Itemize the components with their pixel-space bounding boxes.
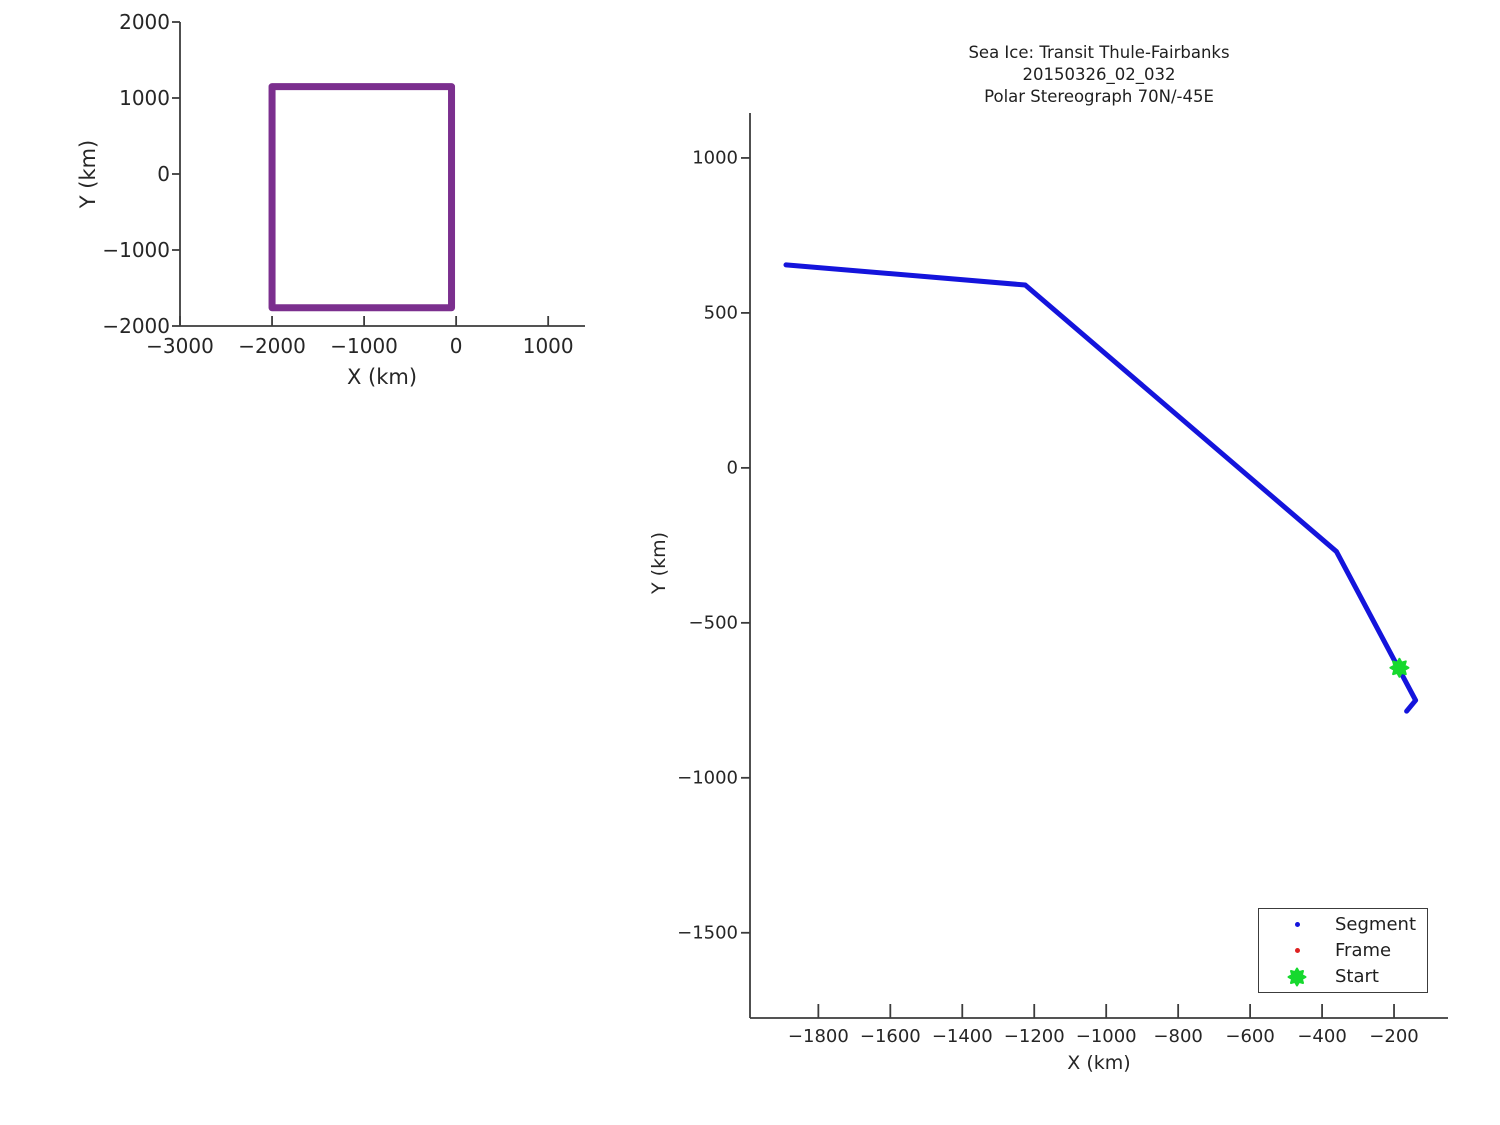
- transit-y-tick-label: 0: [726, 457, 738, 479]
- transit-x-tick-label: −1400: [931, 1026, 993, 1047]
- transit-x-tick-label: −1200: [1003, 1026, 1065, 1047]
- scene-boundary-path: [268, 83, 456, 312]
- overview-y-tick-label: −1000: [102, 238, 170, 262]
- chart-title: Sea Ice: Transit Thule-Fairbanks 2015032…: [968, 42, 1229, 108]
- legend-row-frame: Frame: [1259, 938, 1427, 964]
- transit-y-tick-label: 1000: [692, 147, 738, 169]
- transit-x-tick-label: −800: [1153, 1026, 1203, 1047]
- transit-x-tick-label: −600: [1225, 1026, 1275, 1047]
- legend: Segment Frame Start: [1258, 908, 1428, 993]
- overview-y-tick-label: 2000: [119, 10, 170, 34]
- legend-label-start: Start: [1335, 966, 1379, 987]
- overview-x-tick-label: 0: [449, 334, 463, 358]
- overview-x-tick-label: −3000: [146, 334, 214, 358]
- start-star-icon: [1287, 967, 1307, 986]
- overview-x-tick-label: −1000: [330, 334, 398, 358]
- overview-y-axis-label: Y (km): [76, 139, 100, 209]
- overview-y-tick-label: 1000: [119, 86, 170, 110]
- overview-y-tick-label: −2000: [102, 314, 170, 338]
- legend-row-segment: Segment: [1259, 912, 1427, 938]
- overview-x-tick-label: 1000: [522, 334, 574, 358]
- segment-dot-icon: [1294, 922, 1300, 927]
- transit-x-tick-label: −1000: [1075, 1026, 1137, 1047]
- transit-y-tick-label: −1000: [677, 767, 738, 789]
- legend-label-frame: Frame: [1335, 940, 1392, 961]
- legend-row-start: Start: [1259, 964, 1427, 990]
- frame-dot-icon: [1294, 948, 1300, 953]
- chart-title-line-1: Sea Ice: Transit Thule-Fairbanks: [968, 43, 1230, 62]
- transit-x-tick-label: −1600: [859, 1026, 921, 1047]
- transit-x-axis-label: X (km): [1067, 1052, 1131, 1074]
- legend-label-segment: Segment: [1335, 914, 1416, 935]
- overview-y-tick-label: 0: [157, 162, 170, 186]
- chart-title-line-2: 20150326_02_032: [1022, 65, 1176, 84]
- transit-y-tick-label: −500: [688, 612, 738, 634]
- segment-path: [783, 262, 1419, 714]
- chart-title-line-3: Polar Stereograph 70N/-45E: [984, 87, 1214, 106]
- overview-x-tick-label: −2000: [238, 334, 306, 358]
- transit-y-tick-label: 500: [703, 302, 738, 324]
- overview-x-axis-label: X (km): [346, 365, 418, 389]
- transit-x-tick-label: −200: [1369, 1026, 1419, 1047]
- transit-x-tick-label: −400: [1297, 1026, 1347, 1047]
- start-marker: [1389, 657, 1410, 678]
- transit-x-tick-label: −1800: [787, 1026, 849, 1047]
- transit-y-axis-label: Y (km): [648, 532, 670, 594]
- transit-y-tick-label: −1500: [677, 922, 738, 944]
